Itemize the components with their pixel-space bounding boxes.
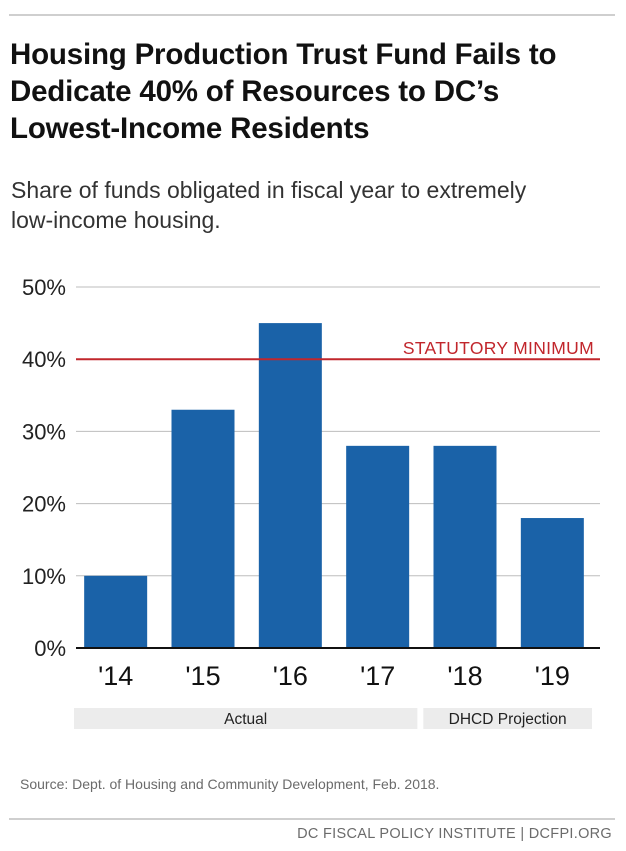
y-tick-label: 10%	[22, 564, 66, 589]
y-tick-label: 30%	[22, 419, 66, 444]
group-band	[74, 708, 418, 729]
x-tick-label: '18	[447, 661, 482, 691]
footer-credit: DC FISCAL POLICY INSTITUTE | DCFPI.ORG	[297, 826, 612, 842]
bottom-divider	[9, 818, 615, 820]
y-tick-label: 20%	[22, 492, 66, 517]
chart-title: Housing Production Trust Fund Fails to D…	[10, 38, 557, 145]
group-band	[423, 708, 592, 729]
top-divider	[9, 14, 615, 16]
statutory-minimum-label: STATUTORY MINIMUM	[403, 338, 594, 358]
x-tick-label: '15	[185, 661, 220, 691]
y-tick-label: 50%	[22, 275, 66, 300]
y-tick-label: 0%	[34, 636, 66, 661]
group-label: DHCD Projection	[449, 711, 567, 728]
bar	[520, 518, 584, 648]
x-tick-label: '16	[273, 661, 308, 691]
source-note: Source: Dept. of Housing and Community D…	[20, 776, 440, 792]
chart-subtitle: Share of funds obligated in fiscal year …	[11, 177, 527, 233]
bar	[346, 445, 410, 648]
x-tick-label: '17	[360, 661, 395, 691]
bar	[84, 575, 148, 648]
y-tick-label: 40%	[22, 347, 66, 372]
bar-chart: 0% 10% 20% 30% 40% 50% '14 '15 '16 '17 '18 '19 STATU…	[22, 275, 600, 729]
x-tick-label: '14	[98, 661, 133, 691]
group-label: Actual	[224, 711, 267, 728]
bar	[433, 445, 497, 648]
bar	[258, 323, 322, 648]
bar	[171, 409, 235, 648]
x-tick-label: '19	[535, 661, 570, 691]
